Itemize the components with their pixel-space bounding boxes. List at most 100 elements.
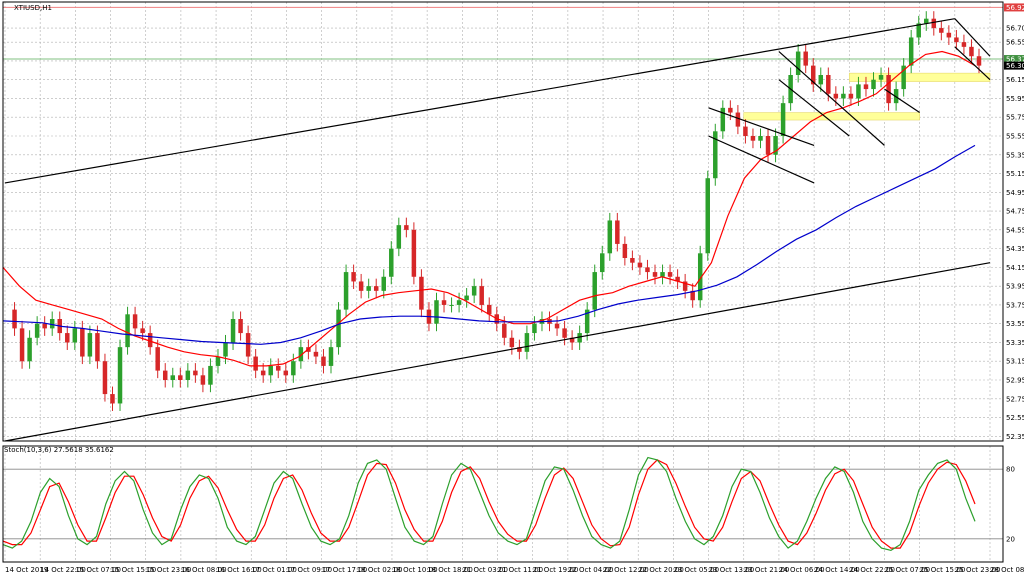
candle-body [848,93,854,99]
stoch-main-line [2,456,976,552]
candle-body [260,370,266,376]
candle-body [117,347,123,404]
y-tick-label: 52.95 [1006,377,1024,385]
chart-title: XTIUSD,H1 [14,4,52,12]
candle-body [72,328,78,343]
candle-body [351,272,356,282]
candle-body [208,365,213,385]
trendline [778,51,885,146]
x-tick-label: 24 Oct 14:00 [814,566,860,574]
candle-body [502,323,507,338]
x-tick-label: 23 Oct 21:00 [744,566,790,574]
y-tick-label: 55.95 [1006,95,1024,103]
candle-body [841,93,846,99]
candle-body [110,394,115,404]
y-tick-label: 56.70 [1006,25,1024,33]
candle-body [652,272,658,277]
candle-body [924,18,929,24]
y-tick-label: 54.35 [1006,245,1024,253]
stoch-title: Stoch(10,3,6) 27.5618 35.6162 [4,446,114,454]
x-tick-label: 16 Oct 08:00 [181,566,227,574]
candle-body [954,37,959,43]
candle-body [886,75,891,104]
candle-body [358,281,364,291]
moving-averages [2,50,976,367]
candle-body [682,281,688,291]
candle-body [34,323,40,338]
x-tick-label: 25 Oct 23:00 [955,566,1001,574]
x-tick-label: 22 Oct 20:00 [638,566,684,574]
candle-body [125,314,130,348]
y-tick-label: 55.15 [1006,170,1024,178]
candle-body [298,347,304,362]
candle-body [162,370,168,380]
trendlines [4,18,991,442]
candle-body [343,272,349,310]
x-tick-label: 25 Oct 07:00 [884,566,930,574]
candle-body [600,253,605,273]
candle-body [946,32,952,38]
candle-body [833,93,839,99]
x-tick-label: 24 Oct 22:00 [849,566,895,574]
y-tick-label: 55.55 [1006,133,1024,141]
ma-slow-line [2,144,976,345]
y-tick-label: 52.55 [1006,414,1024,422]
price-label: 56.30 [1006,62,1024,70]
stoch-signal-line [2,459,976,549]
candle-body [969,46,974,57]
candle-body [102,361,108,395]
y-tick-label: 53.75 [1006,301,1024,309]
x-tick-label: 15 Oct 07:00 [75,566,121,574]
candle-body [863,84,869,90]
candle-body [471,286,477,296]
candle-body [245,333,251,357]
x-tick-label: 22 Oct 04:00 [568,566,614,574]
x-tick-label: 24 Oct 06:00 [779,566,825,574]
price-label-bg [1004,55,1024,64]
y-tick-label: 55.35 [1006,151,1024,159]
candle-body [916,23,921,38]
candle-body [577,333,582,343]
x-tick-label: 16 Oct 16:00 [216,566,262,574]
candle-body [419,276,424,310]
candle-body [901,65,906,90]
y-tick-label: 52.35 [1006,433,1024,441]
x-tick-label: 23 Oct 05:00 [673,566,719,574]
candle-body [592,272,597,310]
candle-body [95,333,100,362]
candle-body [554,323,560,329]
stochastic-panel: 80 20 [2,456,1015,552]
candle-body [12,309,17,329]
candle-body [562,328,567,338]
y-tick-label: 54.95 [1006,189,1024,197]
candle-body [803,51,808,66]
zones [743,72,991,121]
candle-body [780,103,786,136]
price-panel-frame [2,1,1004,442]
y-tick-label: 55.75 [1006,114,1024,122]
price-label: 56.37 [1006,56,1024,64]
candle-body [140,328,145,334]
candle-body [728,107,733,113]
candle-body [238,319,243,334]
candle-body [908,37,914,66]
support-zone [849,72,991,82]
candle-body [321,356,326,366]
candle-body [49,319,55,329]
candle-body [336,309,341,348]
candle-body [645,267,650,273]
candles [12,11,982,411]
candle-body [170,375,176,380]
x-tick-label: 17 Oct 09:00 [286,566,332,574]
price-label: 56.92 [1006,4,1024,12]
candle-body [486,304,492,315]
candle-body [389,248,394,277]
x-tick-label: 18 Oct 02:00 [357,566,403,574]
y-tick-label: 53.35 [1006,339,1024,347]
candle-body [856,84,861,99]
candle-body [87,333,93,357]
trendline [4,18,955,184]
candle-body [215,356,221,366]
candle-body [396,225,402,249]
y-tick-label: 53.95 [1006,283,1024,291]
